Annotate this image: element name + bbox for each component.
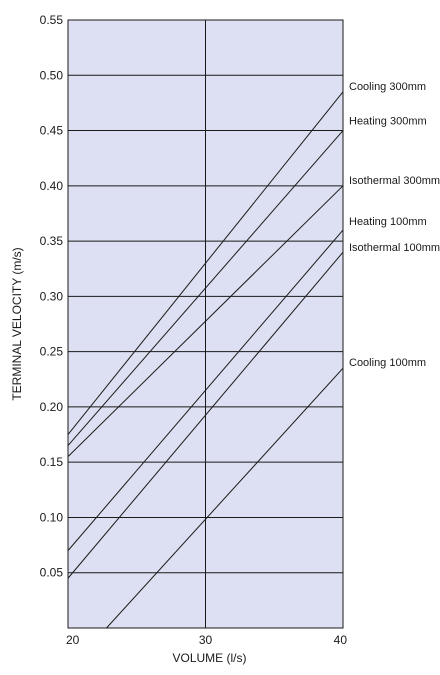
series-label: Heating 100mm: [349, 216, 427, 228]
y-tick-label: 0.25: [40, 345, 64, 359]
x-tick-label: 20: [66, 633, 80, 647]
x-tick-labels: 20 30 40: [66, 633, 347, 647]
y-tick-label: 0.45: [40, 124, 64, 138]
series-label: Cooling 300mm: [349, 81, 426, 93]
y-tick-label: 0.40: [40, 179, 64, 193]
series-label: Cooling 100mm: [349, 357, 426, 369]
y-tick-label: 0.15: [40, 455, 64, 469]
y-tick-label: 0.50: [40, 68, 64, 82]
series-label: Isothermal 100mm: [349, 242, 440, 254]
x-tick-label: 40: [334, 633, 348, 647]
y-tick-label: 0.30: [40, 289, 64, 303]
y-tick-label: 0.05: [40, 566, 64, 580]
series-labels: Cooling 300mm Heating 300mm Isothermal 300…: [349, 81, 440, 369]
y-tick-label: 0.10: [40, 510, 64, 524]
x-axis-title: VOLUME (l/s): [172, 651, 246, 665]
x-tick-label: 30: [199, 633, 213, 647]
y-tick-label: 0.20: [40, 400, 64, 414]
y-tick-labels: 0.05 0.10 0.15 0.20 0.25 0.30 0.35 0.40 0.45 0.50…: [40, 13, 64, 580]
y-axis-title: TERMINAL VELOCITY (m/s): [10, 247, 24, 400]
series-label: Heating 300mm: [349, 116, 427, 128]
series-label: Isothermal 300mm: [349, 175, 440, 187]
y-tick-label: 0.35: [40, 234, 64, 248]
y-tick-label: 0.55: [40, 13, 64, 27]
